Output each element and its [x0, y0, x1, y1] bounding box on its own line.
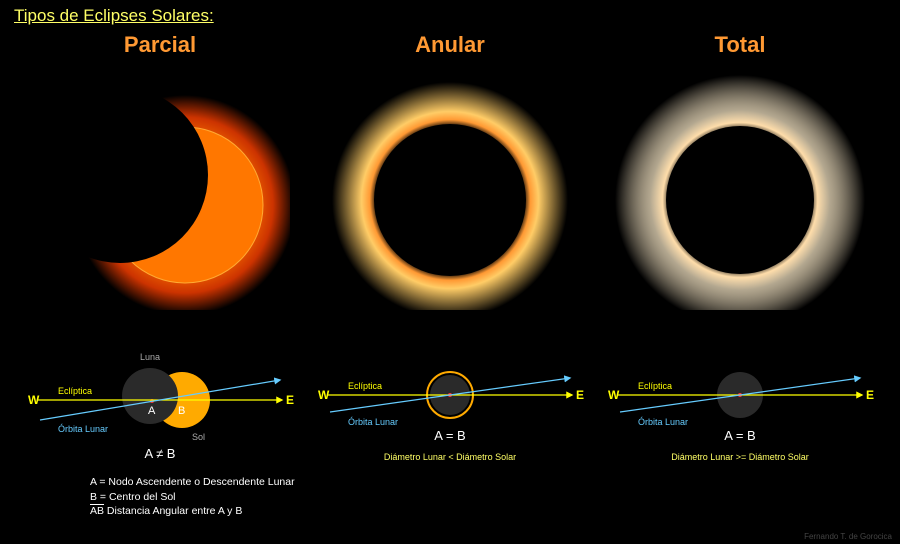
legend-a: A = Nodo Ascendente o Descendente Lunar [90, 475, 295, 490]
svg-text:Órbita Lunar: Órbita Lunar [58, 424, 108, 434]
svg-text:A = B: A = B [724, 428, 755, 443]
svg-text:A = B: A = B [434, 428, 465, 443]
svg-text:A: A [148, 405, 156, 417]
svg-text:Órbita Lunar: Órbita Lunar [638, 417, 688, 427]
legend-ab: AB Distancia Angular entre A y B [90, 504, 295, 519]
heading-anular: Anular [300, 32, 600, 58]
legend: A = Nodo Ascendente o Descendente Lunar … [90, 475, 295, 519]
svg-text:E: E [286, 393, 294, 407]
svg-text:W: W [28, 393, 40, 407]
legend-b: B = Centro del Sol [90, 490, 295, 505]
svg-text:W: W [608, 388, 620, 402]
heading-parcial: Parcial [10, 32, 310, 58]
svg-text:Eclíptica: Eclíptica [58, 386, 92, 396]
credit: Fernando T. de Gorocica [804, 532, 892, 541]
svg-text:W: W [318, 388, 330, 402]
eclipse-anular-img [320, 70, 580, 310]
svg-text:Eclíptica: Eclíptica [348, 381, 382, 391]
diagram-parcial: W E Eclíptica Órbita Lunar Luna Sol A B … [20, 340, 300, 470]
page-title: Tipos de Eclipses Solares: [14, 6, 214, 26]
svg-text:E: E [576, 388, 584, 402]
svg-text:Diámetro Lunar >= Diámetro Sol: Diámetro Lunar >= Diámetro Solar [671, 452, 809, 462]
svg-text:Eclíptica: Eclíptica [638, 381, 672, 391]
svg-text:Sol: Sol [192, 432, 205, 442]
eclipse-parcial-img [30, 70, 290, 310]
heading-total: Total [590, 32, 890, 58]
diagram-anular: W E Eclíptica Órbita Lunar A = B Diámetr… [310, 340, 590, 470]
svg-text:E: E [866, 388, 874, 402]
svg-text:Luna: Luna [140, 352, 160, 362]
diagram-total: W E Eclíptica Órbita Lunar A = B Diámetr… [600, 340, 880, 470]
svg-text:A ≠ B: A ≠ B [145, 446, 176, 461]
svg-text:B: B [178, 405, 185, 417]
eclipse-total-img [610, 70, 870, 310]
svg-text:Órbita Lunar: Órbita Lunar [348, 417, 398, 427]
svg-text:Diámetro Lunar < Diámetro Sola: Diámetro Lunar < Diámetro Solar [384, 452, 516, 462]
